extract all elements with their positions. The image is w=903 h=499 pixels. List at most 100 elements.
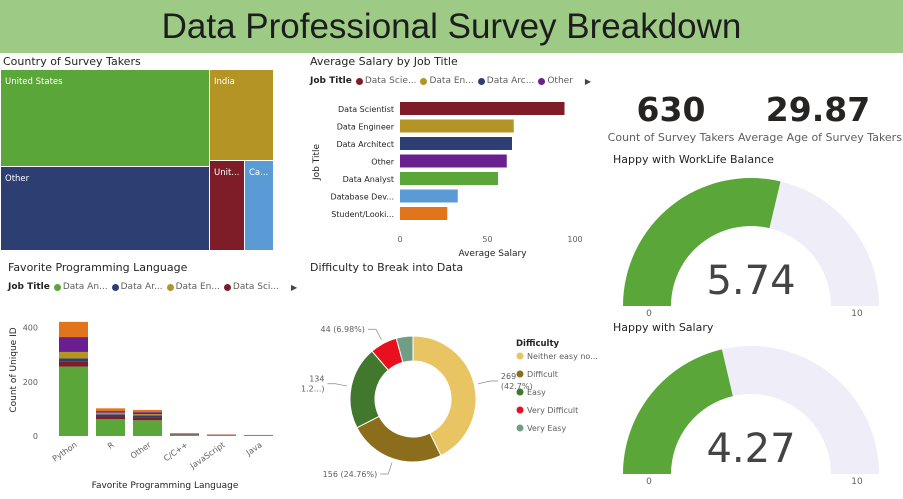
treemap-cell-unit (210, 161, 244, 250)
treemap-label-india: India (214, 77, 235, 87)
lang-legend-item-3[interactable]: Data Sci... (223, 282, 279, 292)
lang-x-tick: Other (129, 440, 153, 461)
gauge-worklife-title: Happy with WorkLife Balance (613, 153, 774, 166)
worklife-gauge-min: 0 (646, 309, 652, 318)
salary-legend-swatch (420, 77, 428, 85)
kpi-age-label: Average Age of Survey Takers (738, 131, 902, 144)
lang-bar-r-seg-5 (96, 408, 125, 412)
kpi-age-value: 29.87 (765, 90, 871, 129)
salary-legend-item-2[interactable]: Data Arc... (477, 76, 534, 86)
salary-category-label: Data Architect (336, 140, 394, 149)
lang-bar-python-seg-3 (59, 351, 88, 359)
salary-legend-title: Job Title (310, 76, 352, 86)
donut-slice-very-easy (395, 335, 414, 363)
salary-bar-data-scientist (400, 102, 565, 115)
lang-legend[interactable]: Job Title Data An... Data Ar... Data En...… (8, 282, 297, 292)
lang-bar-r-seg-1 (96, 416, 125, 420)
donut-title: Difficulty to Break into Data (310, 261, 464, 274)
donut-legend-label: Very Difficult (527, 406, 578, 415)
salary-legend-item-3[interactable]: Other (538, 76, 573, 86)
salary-legend-next-icon[interactable]: ▶ (584, 76, 592, 86)
salary-legend-item-1[interactable]: Data En... (420, 76, 474, 86)
salary-legend-label: Data En... (429, 76, 474, 86)
lang-legend-item-2[interactable]: Data En... (166, 282, 220, 292)
kpi-count-label: Count of Survey Takers (607, 131, 735, 144)
lang-legend-swatch (53, 283, 61, 291)
country-treemap[interactable]: United States Other India Unit... Ca... (0, 69, 274, 252)
salary-gauge-min: 0 (646, 477, 652, 486)
title-banner: Data Professional Survey Breakdown (0, 0, 903, 53)
lang-bar-python-seg-4 (59, 337, 88, 352)
kpi-count-card: 630 Count of Survey Takers (606, 91, 736, 145)
lang-bar-other-seg-1 (133, 417, 162, 421)
lang-y-tick: 0 (33, 432, 38, 441)
lang-legend-label: Data En... (175, 282, 220, 292)
salary-bar-database-dev (400, 189, 458, 203)
lang-bar-c-c-seg-1 (170, 434, 199, 435)
salary-bar-student-looki (400, 207, 448, 220)
salary-legend-swatch (355, 77, 363, 85)
lang-legend-swatch (166, 283, 174, 291)
treemap-cell-ca (245, 161, 273, 250)
lang-bar-r-seg-3 (96, 412, 125, 415)
salary-x-tick: 100 (567, 235, 582, 244)
treemap-title: Country of Survey Takers (3, 55, 141, 68)
salary-category-label: Database Dev... (330, 193, 394, 202)
donut-slice-neither-easy-no (412, 335, 477, 457)
lang-bar-javascript-seg-1 (207, 435, 236, 436)
donut-legend-swatch (516, 424, 524, 432)
treemap-cell-other (1, 167, 209, 250)
salary-legend[interactable]: Job Title Data Scie... Data En... Data Arc… (310, 76, 591, 86)
salary-bar-data-analyst (400, 172, 498, 185)
lang-legend-item-1[interactable]: Data Ar... (111, 282, 163, 292)
donut-legend-label: Very Easy (527, 424, 566, 433)
lang-x-tick: C/C++ (162, 440, 190, 463)
salary-gauge-fill (623, 349, 733, 474)
salary-legend-label: Other (547, 76, 573, 86)
treemap-cell-india (210, 70, 273, 160)
salary-legend-item-0[interactable]: Data Scie... (355, 76, 417, 86)
lang-bar-other-seg-5 (133, 409, 162, 413)
lang-legend-title: Job Title (8, 282, 50, 292)
lang-legend-swatch (223, 283, 231, 291)
salary-bar-other (400, 154, 507, 168)
donut-legend-label: Easy (527, 388, 546, 397)
salary-x-axis-label: Average Salary (458, 249, 527, 259)
lang-legend-next-icon[interactable]: ▶ (291, 282, 298, 292)
treemap-label-united-states: United States (5, 77, 63, 87)
lang-bar-other-seg-4 (133, 412, 162, 415)
donut-legend-title: Difficulty (516, 339, 560, 349)
donut-legend-swatch (516, 370, 524, 378)
lang-stacked-bar-chart[interactable]: 0 200 400 Python R Other C/C++JavaScript Java Fa… (0, 300, 290, 495)
kpi-age-card: 29.87 Average Age of Survey Takers (738, 90, 902, 145)
treemap-cell-united-states (1, 70, 209, 166)
lang-bar-python-seg-5 (59, 321, 88, 338)
lang-y-tick: 200 (23, 378, 38, 387)
lang-y-tick: 400 (23, 324, 38, 333)
salary-bar-chart[interactable]: Data Scientist Data Engineer Data Architec… (305, 92, 595, 262)
donut-data-label: 44 (6.98%) (321, 325, 365, 334)
donut-data-label: (21.2...) (300, 385, 324, 394)
salary-bar-data-architect (400, 137, 512, 150)
lang-bar-r-seg-0 (96, 419, 125, 436)
difficulty-donut-chart[interactable]: 269(42.7%) 156 (24.76%) 134(21.2...) 44 (6.… (300, 275, 600, 490)
salary-legend-label: Data Scie... (364, 76, 417, 86)
salary-legend-swatch (538, 77, 546, 85)
donut-data-label: 134 (309, 375, 324, 384)
donut-data-label: 269 (501, 372, 516, 381)
lang-x-tick: Java (244, 440, 264, 458)
lang-y-axis-label: Count of Unique ID (9, 327, 19, 412)
page-title: Data Professional Survey Breakdown (161, 6, 742, 46)
donut-leader-line (478, 380, 498, 385)
salary-x-tick: 0 (397, 235, 402, 244)
donut-data-label: (42.7%) (501, 382, 533, 391)
lang-bar-other-seg-0 (133, 420, 162, 436)
lang-bar-c-c-seg-0 (170, 434, 199, 436)
lang-legend-item-0[interactable]: Data An... (53, 282, 108, 292)
salary-gauge[interactable]: 4.27 0 10 (606, 334, 896, 486)
salary-category-label: Data Analyst (343, 175, 394, 184)
worklife-gauge-fill (623, 178, 781, 306)
salary-category-label: Other (371, 158, 394, 167)
salary-category-label: Data Scientist (338, 105, 394, 114)
worklife-gauge[interactable]: 5.74 0 10 (606, 166, 896, 318)
